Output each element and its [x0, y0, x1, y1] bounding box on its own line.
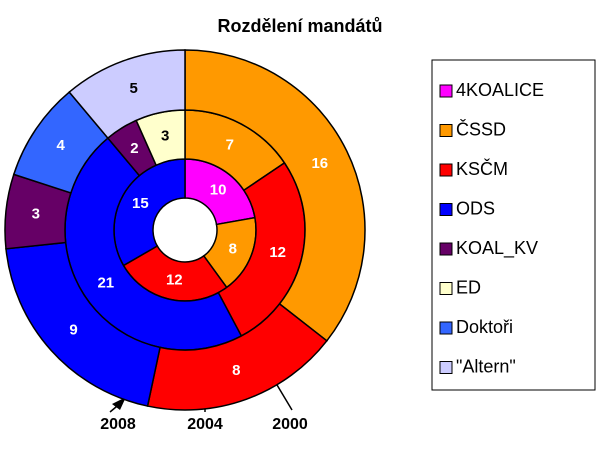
legend-swatch — [439, 242, 453, 256]
legend-swatch — [439, 361, 453, 374]
value-label: 9 — [69, 321, 77, 338]
legend-label: KSČM — [456, 158, 508, 179]
series-label: 2004 — [187, 416, 223, 433]
value-label: 12 — [166, 271, 183, 288]
legend-label: "Altern" — [456, 356, 516, 376]
value-label: 5 — [130, 80, 138, 97]
segment — [184, 49, 366, 342]
legend-label: Doktoři — [456, 317, 513, 337]
value-label: 8 — [229, 240, 237, 257]
series-label: 2008 — [100, 416, 136, 433]
value-label: 10 — [210, 182, 227, 199]
value-label: 4 — [56, 137, 65, 154]
legend-swatch — [439, 282, 453, 295]
legend-swatch — [439, 163, 453, 177]
legend-swatch — [439, 124, 453, 137]
legend-swatch — [439, 203, 453, 216]
value-label: 12 — [269, 244, 286, 261]
legend-label: ED — [456, 277, 481, 297]
value-label: 7 — [226, 137, 234, 154]
arrow-head — [112, 397, 126, 410]
value-label: 3 — [161, 128, 169, 145]
value-label: 3 — [32, 205, 40, 222]
legend-swatch — [439, 321, 453, 335]
value-label: 15 — [132, 195, 149, 212]
legend-label: ČSSD — [456, 118, 506, 139]
legend-box — [431, 59, 596, 391]
segment — [68, 49, 186, 140]
chart-title: Rozdělení mandátů — [217, 16, 382, 36]
series-label: 2000 — [272, 416, 308, 433]
value-label: 2 — [130, 140, 138, 157]
value-label: 16 — [311, 155, 328, 172]
legend-swatch — [439, 84, 453, 98]
value-label: 8 — [232, 362, 240, 379]
legend-label: ODS — [456, 198, 495, 218]
legend-label: KOAL_KV — [456, 238, 538, 259]
legend-label: 4KOALICE — [456, 80, 544, 100]
value-label: 21 — [97, 274, 114, 291]
